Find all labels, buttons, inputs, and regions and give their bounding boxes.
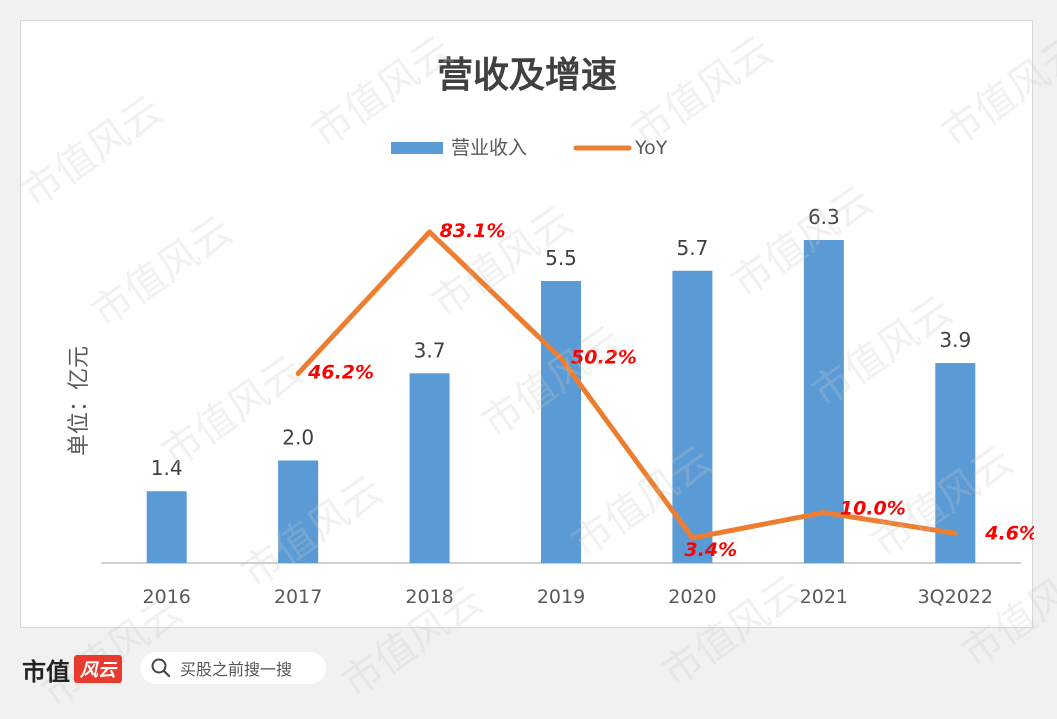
legend-bar-swatch [391, 142, 443, 154]
x-tick-2018: 2018 [405, 586, 453, 608]
bar-label-2019: 5.5 [545, 246, 577, 270]
footer: 市值 风云 买股之前搜一搜 [0, 640, 1057, 703]
yoy-label-2018: 83.1% [440, 220, 506, 242]
bar-2019 [541, 281, 581, 563]
bar-label-2016: 1.4 [151, 456, 183, 480]
search-placeholder: 买股之前搜一搜 [180, 660, 293, 679]
yoy-label-3Q2022: 4.6% [984, 522, 1034, 544]
legend-bar-label: 营业收入 [451, 137, 527, 159]
legend-line-label: YoY [634, 137, 668, 159]
brand[interactable]: 市值 风云 [22, 652, 122, 686]
brand-name: 市值 [22, 656, 70, 686]
chart-title: 营收及增速 [437, 55, 617, 96]
bar-2017 [278, 460, 319, 563]
yoy-label-2020: 3.4% [684, 539, 737, 561]
brand-logo: 风云 [74, 655, 122, 683]
bar-label-2020: 5.7 [677, 236, 709, 260]
x-tick-2021: 2021 [800, 586, 848, 608]
bar-2021 [803, 240, 844, 563]
yoy-label-2021: 10.0% [840, 498, 906, 520]
bar-2020 [672, 270, 713, 563]
x-tick-2017: 2017 [274, 586, 322, 608]
x-tick-2019: 2019 [537, 586, 585, 608]
yoy-line [295, 229, 958, 541]
chart-card: 营收及增速营业收入 YoY 单位：亿元 1.4 2016 2.0 2017 3.7 2018 5.… [20, 20, 1034, 628]
bar-label-2017: 2.0 [282, 425, 314, 449]
x-tick-2016: 2016 [143, 586, 191, 608]
yoy-label-2017: 46.2% [307, 362, 374, 384]
search-box[interactable]: 买股之前搜一搜 [140, 652, 326, 684]
yoy-label-2019: 50.2% [571, 346, 637, 368]
bar-2018 [409, 373, 450, 563]
bar-label-2021: 6.3 [808, 205, 840, 229]
x-tick-2020: 2020 [668, 586, 716, 608]
search-icon [151, 658, 171, 678]
x-tick-3Q2022: 3Q2022 [918, 586, 993, 608]
bar-label-3Q2022: 3.9 [939, 328, 971, 352]
bar-2016 [146, 491, 187, 563]
bar-label-2018: 3.7 [414, 338, 446, 362]
y-axis-label: 单位：亿元 [67, 346, 92, 456]
